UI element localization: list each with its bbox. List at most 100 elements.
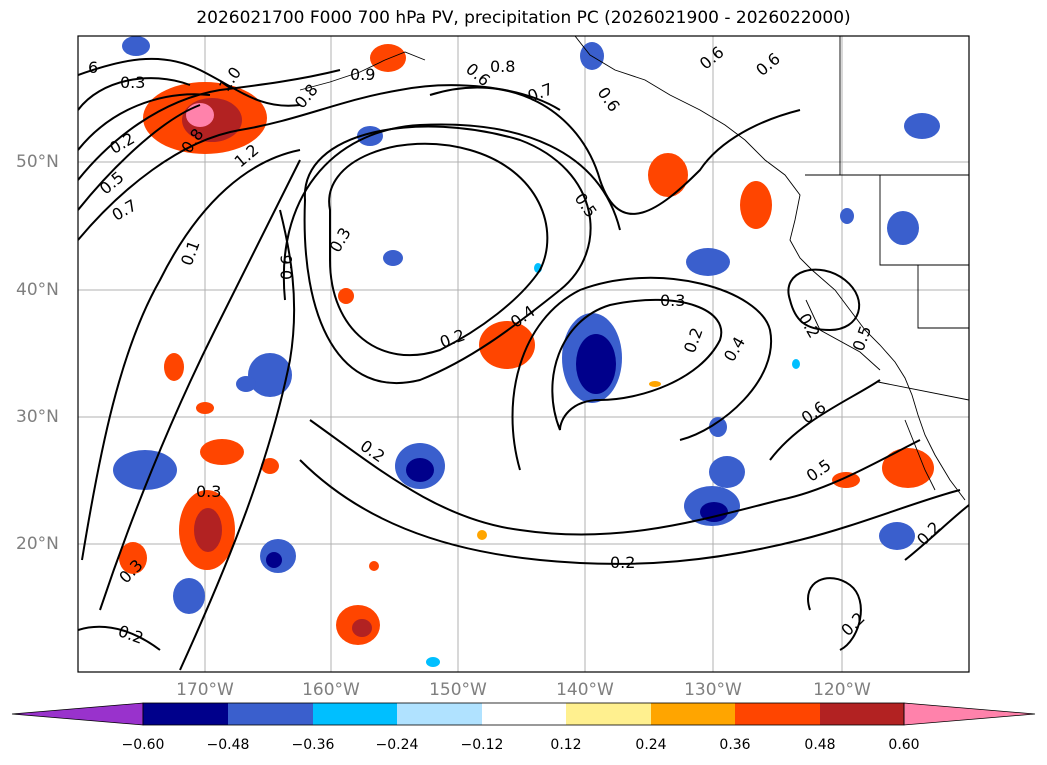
precip-negative-blob — [113, 450, 177, 490]
colorbar-extend-max — [903, 702, 1036, 726]
precip-negative-blob — [840, 208, 854, 224]
contour-label: 0.7 — [109, 195, 141, 224]
precip-positive-core — [352, 619, 372, 637]
pv-contour — [328, 142, 549, 357]
contour-label: 6 — [88, 58, 98, 77]
colorbar-tick: 0.24 — [635, 737, 667, 753]
state-border — [917, 265, 969, 329]
contour-label: 0.2 — [795, 310, 824, 342]
colorbar-tick: −0.24 — [375, 737, 419, 753]
pv-contour — [429, 86, 801, 215]
contour-label: 0.6 — [752, 49, 784, 80]
colorbar-segment — [397, 703, 482, 725]
contour-label: 0.8 — [490, 57, 515, 76]
colorbar-extend-min — [11, 702, 144, 726]
precip-negative-blob — [792, 359, 800, 369]
colorbar-segment — [313, 703, 397, 725]
pv-contour — [78, 57, 301, 107]
state-border — [805, 299, 881, 371]
colorbar-segment — [735, 703, 820, 725]
precip-anomaly-fields — [113, 36, 940, 667]
lat-label-40n: 40°N — [16, 280, 59, 300]
colorbar-tick: −0.36 — [291, 737, 335, 753]
pv-contour — [511, 276, 773, 471]
pv-contour — [99, 159, 301, 611]
baja-coast — [904, 419, 936, 491]
colorbar-segment — [566, 703, 651, 725]
precip-positive-blob — [369, 561, 379, 571]
precip-positive-blob — [740, 181, 772, 229]
mexico-border — [877, 381, 969, 401]
precip-negative-blob — [709, 456, 745, 488]
contour-label: 0.6 — [696, 42, 728, 73]
colorbar-tick: −0.48 — [206, 737, 250, 753]
pv-contour — [78, 104, 201, 211]
precip-positive-blob — [477, 530, 487, 540]
coastlines — [299, 36, 969, 501]
lat-label-30n: 30°N — [16, 407, 59, 427]
plot-frame — [77, 35, 970, 673]
precip-positive-blob — [338, 288, 354, 304]
pv-contour — [807, 577, 862, 651]
pv-contour — [78, 77, 191, 111]
contour-label: 0.2 — [116, 621, 146, 648]
pv-contour — [551, 298, 723, 431]
colorbar-tick: 0.60 — [888, 737, 920, 753]
colorbar-segment — [820, 703, 904, 725]
precip-negative-blob — [904, 113, 940, 139]
pv-contour — [787, 268, 861, 332]
contour-label: 0.2 — [357, 436, 389, 466]
colorbar-frame — [142, 702, 905, 726]
contour-label: 0.6 — [798, 397, 830, 427]
pv-contour — [303, 125, 592, 385]
pv-contours — [78, 57, 969, 671]
contour-label: 0.7 — [525, 79, 555, 106]
precip-negative-core — [700, 502, 728, 522]
precip-positive-blob — [832, 472, 860, 488]
contour-label: 0.3 — [120, 73, 145, 92]
precip-negative-blob — [686, 248, 730, 276]
precip-negative-blob — [426, 657, 440, 667]
precip-negative-blob — [236, 376, 256, 392]
lon-label-140w: 140°W — [556, 680, 614, 700]
pv-contour — [81, 149, 301, 561]
contour-label: 0.2 — [106, 129, 138, 158]
precip-positive-blob — [200, 439, 244, 465]
precip-negative-blob — [122, 36, 150, 56]
contour-label: 0.5 — [849, 323, 876, 353]
pv-contour — [299, 459, 961, 565]
map-plot: 6 0.3 0.2 0.8 1.0 0.5 0.7 1.2 0.8 0.1 0.… — [78, 36, 969, 672]
colorbar — [11, 702, 1036, 726]
colorbar-segment — [143, 703, 228, 725]
colorbar-tick: 0.48 — [804, 737, 836, 753]
lon-label-150w: 150°W — [429, 680, 487, 700]
colorbar-tick: −0.60 — [121, 737, 165, 753]
lon-label-120w: 120°W — [813, 680, 871, 700]
pv-contour — [78, 69, 341, 181]
precip-negative-core — [266, 552, 282, 568]
contour-label: 0.2 — [680, 325, 707, 355]
colorbar-tick: 0.36 — [719, 737, 751, 753]
colorbar-segment — [482, 703, 566, 725]
pv-contour — [78, 625, 161, 651]
lon-label-130w: 130°W — [684, 680, 742, 700]
lon-label-160w: 160°W — [302, 680, 360, 700]
canada-border — [839, 36, 969, 176]
precip-negative-core — [576, 334, 616, 394]
precip-negative-blob — [248, 353, 292, 397]
precip-positive-blob — [196, 402, 214, 414]
contour-label: 0.3 — [196, 482, 221, 501]
precip-negative-core — [406, 458, 434, 482]
precip-positive-peak — [186, 103, 214, 127]
pv-contour — [78, 84, 561, 241]
precip-positive-blob — [649, 381, 661, 387]
contour-label: 0.5 — [803, 455, 835, 485]
west-coast — [574, 36, 966, 501]
precip-positive-core — [194, 508, 222, 552]
contour-label: 0.4 — [720, 333, 749, 365]
pv-contour — [904, 504, 969, 561]
precip-negative-blob — [173, 578, 205, 614]
precip-positive-blob — [261, 458, 279, 474]
colorbar-segment — [228, 703, 313, 725]
contour-label: 0.6 — [277, 255, 296, 280]
